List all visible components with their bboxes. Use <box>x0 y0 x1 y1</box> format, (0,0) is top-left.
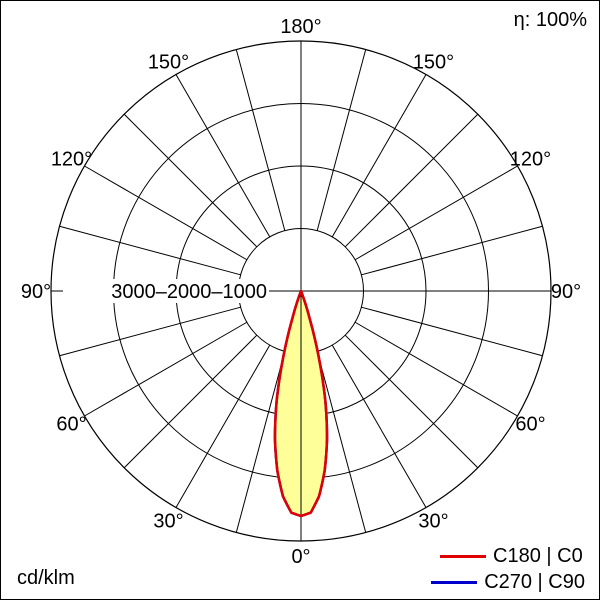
angle-label: 60° <box>56 414 86 436</box>
grid-spoke <box>344 334 479 469</box>
tick-label-mask <box>63 279 269 303</box>
efficiency-label: η: 100% <box>513 9 587 31</box>
angle-label: 90° <box>21 281 51 303</box>
angle-label: 60° <box>515 414 545 436</box>
grid-spoke <box>175 344 271 508</box>
angle-label: 150° <box>413 52 454 74</box>
grid-spoke <box>84 321 248 417</box>
grid-spoke <box>59 306 241 357</box>
angle-label: 120° <box>51 149 92 171</box>
radial-tick-labels: 3000–2000–1000 <box>111 281 267 303</box>
grid-spoke <box>123 334 258 469</box>
beam-curve <box>273 289 329 518</box>
grid-spoke <box>361 306 543 357</box>
grid-spoke <box>84 165 248 261</box>
grid-spoke <box>361 225 543 276</box>
grid-spoke <box>354 321 518 417</box>
angle-label: 30° <box>418 510 448 532</box>
angle-label: 150° <box>148 52 189 74</box>
legend-label-c0: C180 | C0 <box>493 544 583 567</box>
legend: C180 | C0 C270 | C90 <box>431 545 585 593</box>
legend-label-c90: C270 | C90 <box>484 570 585 593</box>
grid-spoke <box>316 49 367 231</box>
unit-label: cd/klm <box>17 567 75 589</box>
grid-spoke <box>331 344 427 508</box>
grid-spoke <box>354 165 518 261</box>
angle-label: 180° <box>280 16 321 38</box>
legend-line-blue-icon <box>431 580 478 584</box>
grid-spoke <box>316 351 367 533</box>
legend-line-red-icon <box>440 554 486 558</box>
angle-label: 0° <box>291 546 310 568</box>
grid-spoke <box>175 74 271 238</box>
grid-spoke <box>235 351 286 533</box>
grid-spoke <box>344 113 479 248</box>
grid-spoke <box>331 74 427 238</box>
angle-label: 120° <box>510 149 551 171</box>
legend-row-c0: C180 | C0 <box>431 545 585 567</box>
angle-label: 30° <box>153 510 183 532</box>
grid-spoke <box>123 113 258 248</box>
angle-label: 90° <box>551 281 581 303</box>
grid-spoke <box>59 225 241 276</box>
legend-row-c90: C270 | C90 <box>431 571 585 593</box>
grid-spoke <box>235 49 286 231</box>
